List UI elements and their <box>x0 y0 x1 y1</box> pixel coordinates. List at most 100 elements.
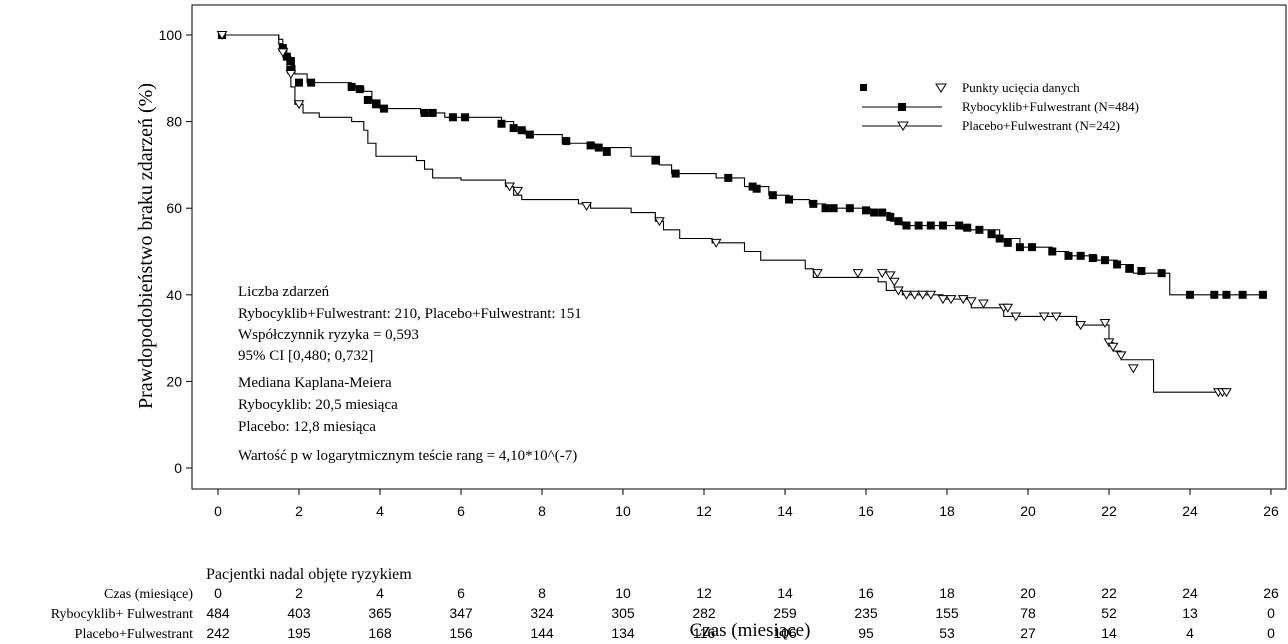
risk-cell: 134 <box>611 625 635 641</box>
censor-square <box>963 223 972 232</box>
risk-cell: 0 <box>214 585 222 601</box>
censor-square <box>1157 269 1166 278</box>
series-line-ribociclib <box>218 34 1263 296</box>
censor-triangle <box>1127 364 1139 374</box>
censor-square <box>602 147 611 156</box>
censor-triangle <box>917 290 929 300</box>
risk-cell: 13 <box>1182 605 1198 621</box>
censor-triangle <box>285 69 297 79</box>
censor-square <box>448 113 457 122</box>
censor-triangle <box>978 299 989 309</box>
y-tick-label: 80 <box>166 114 182 130</box>
censor-triangle <box>277 48 289 58</box>
risk-cell: 403 <box>287 605 311 621</box>
censor-triangle <box>901 290 912 300</box>
censor-square <box>428 108 437 117</box>
risk-cell: 116 <box>693 625 716 641</box>
risk-cell: 155 <box>935 605 959 621</box>
risk-cell: 10 <box>615 585 631 601</box>
risk-cell: 4 <box>376 585 384 601</box>
censor-square <box>1186 290 1194 299</box>
censor-square <box>461 113 470 122</box>
censor-square <box>586 141 595 150</box>
censor-triangle <box>884 271 896 281</box>
censor-triangle <box>852 269 864 279</box>
censor-triangle <box>1221 388 1232 398</box>
censor-triangle <box>965 297 977 307</box>
censor-square <box>517 126 526 135</box>
y-tick-label: 40 <box>166 287 182 303</box>
censor-square <box>724 173 733 182</box>
censor-square <box>955 221 964 230</box>
censor-square <box>862 206 870 215</box>
censor-square <box>894 217 903 226</box>
risk-cell: 16 <box>858 585 874 601</box>
censor-square <box>926 221 935 230</box>
risk-cell: 20 <box>1020 585 1036 601</box>
risk-cell: 0 <box>1267 625 1275 641</box>
y-tick-labels: 0 20 40 60 80 100 <box>159 27 183 476</box>
censor-triangle <box>812 269 823 279</box>
censor-square <box>902 221 911 230</box>
risk-cell: 242 <box>206 625 230 641</box>
censor-square <box>821 204 830 213</box>
x-tick-label: 14 <box>777 503 793 519</box>
censor-triangle <box>945 295 957 305</box>
risk-cell: 347 <box>449 605 473 621</box>
risk-cell: 4 <box>1186 625 1194 641</box>
censor-triangle <box>1103 338 1115 348</box>
censor-square <box>307 78 316 87</box>
censor-square <box>371 100 380 109</box>
risk-row-label: Placebo+Fulwestrant <box>75 627 193 642</box>
censor-triangle <box>957 295 969 305</box>
censor-triangle <box>1107 342 1119 352</box>
censor-square <box>878 208 887 217</box>
legend-marker-triangle-icon <box>897 121 909 131</box>
x-tick-label: 8 <box>538 503 546 519</box>
risk-row-label: Czas (miesiące) <box>104 587 193 602</box>
x-tick-label: 2 <box>295 503 303 519</box>
censor-triangle <box>1099 318 1111 328</box>
x-tick-label: 12 <box>696 503 712 519</box>
risk-cell: 12 <box>696 585 712 601</box>
risk-cell: 305 <box>611 605 635 621</box>
annotation-hazard-ratio: Współczynnik ryzyka = 0,593 <box>238 327 419 343</box>
censor-square <box>870 208 879 217</box>
censor-triangle <box>293 100 305 110</box>
risk-cell: 365 <box>368 605 392 621</box>
risk-cell: 144 <box>530 625 554 641</box>
risk-cell: 24 <box>1182 585 1198 601</box>
censor-square <box>1258 290 1267 299</box>
censor-triangle <box>1115 351 1127 361</box>
censor-square <box>1125 264 1134 273</box>
risk-cell: 168 <box>368 625 392 641</box>
censor-square <box>355 85 364 94</box>
risk-cell: 8 <box>538 585 546 601</box>
censor-marks <box>216 31 1267 398</box>
censor-square <box>785 195 794 204</box>
risk-cell: 14 <box>777 585 793 601</box>
risk-cell: 106 <box>773 625 797 641</box>
censor-square <box>1238 290 1247 299</box>
risk-cell: 53 <box>939 625 955 641</box>
x-tick-label: 20 <box>1020 503 1036 519</box>
censor-square <box>1113 260 1122 269</box>
axis-ticks <box>186 34 1272 495</box>
risk-cell: 95 <box>858 625 874 641</box>
censor-square <box>768 191 777 200</box>
censor-square <box>1064 251 1073 260</box>
annotation-p-value: Wartość p w logarytmicznym teście rang =… <box>238 448 577 464</box>
censor-square <box>420 108 429 117</box>
y-tick-label: 60 <box>166 200 182 216</box>
censor-square <box>1222 290 1231 299</box>
legend-marker-square-icon <box>898 103 906 111</box>
censor-triangle <box>1010 312 1022 322</box>
censor-square <box>278 43 287 52</box>
legend-censor-label: Punkty ucięcia danych <box>962 80 1080 95</box>
censor-square <box>809 199 818 208</box>
censor-square <box>671 169 680 178</box>
censor-square <box>938 221 947 230</box>
x-axis-label: Czas (miesiące) <box>690 620 811 641</box>
censor-square <box>748 182 757 191</box>
risk-cell: 26 <box>1263 585 1279 601</box>
